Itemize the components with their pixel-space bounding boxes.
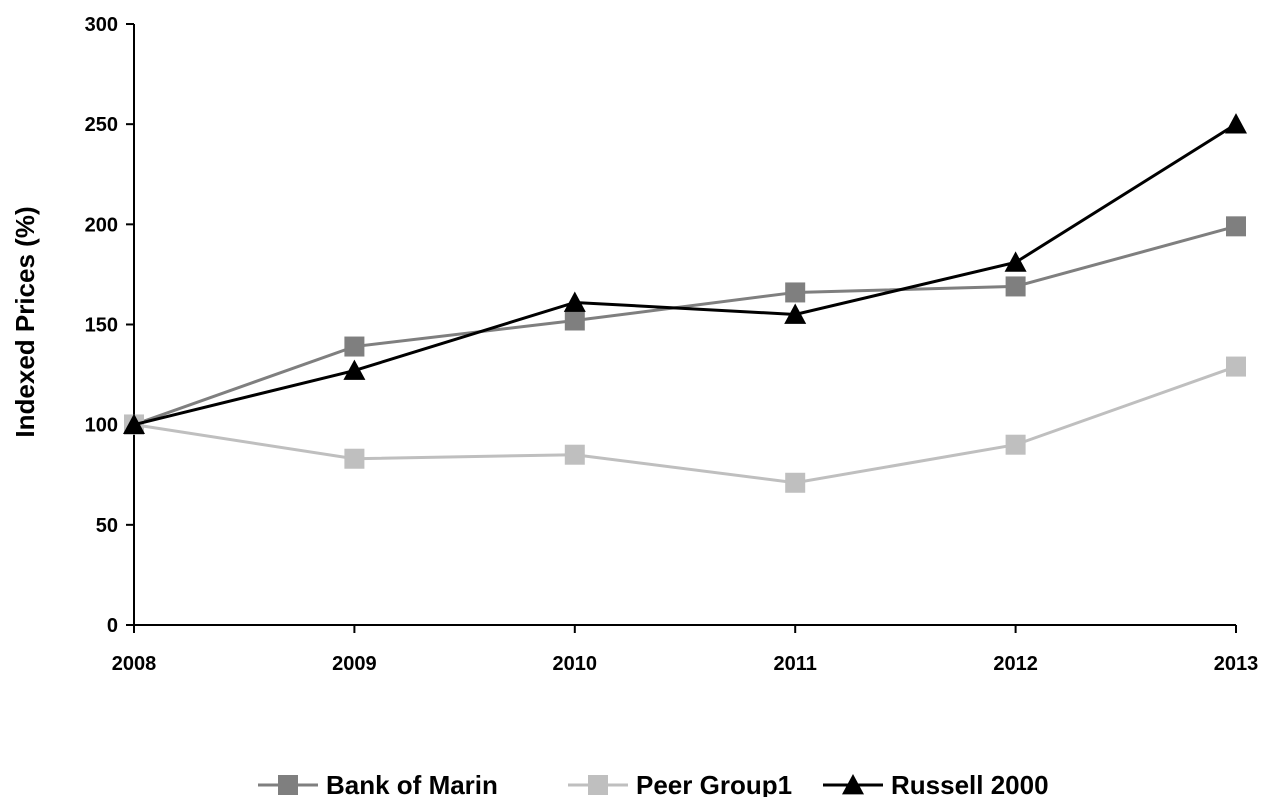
data-point <box>564 444 585 465</box>
legend-marker <box>842 774 864 795</box>
x-axis-ticks: 2008 2009 2010 2011 2012 2013 <box>112 625 1259 675</box>
y-tick-label: 150 <box>85 315 118 337</box>
y-tick-label: 50 <box>96 515 118 537</box>
series-peer-group1 <box>124 356 1246 493</box>
series-russell-2000 <box>123 113 1247 435</box>
series-layer <box>123 113 1247 493</box>
y-tick-label: 100 <box>85 415 118 437</box>
legend-label: Bank of Marin <box>326 770 498 797</box>
series-bank-of-marin <box>124 216 1246 435</box>
data-point <box>1005 434 1026 455</box>
data-point <box>563 291 586 312</box>
data-point <box>123 413 145 435</box>
legend-item: Russell 2000 <box>823 770 1049 797</box>
data-point <box>785 282 806 303</box>
data-point <box>784 303 807 324</box>
legend-marker <box>278 775 298 795</box>
y-tick-label: 300 <box>85 14 118 36</box>
x-tick-label: 2010 <box>553 653 598 675</box>
data-point <box>564 310 585 331</box>
legend-label: Russell 2000 <box>891 770 1049 797</box>
data-point <box>343 359 366 380</box>
data-point <box>1226 216 1246 237</box>
legend-item: Peer Group1 <box>568 770 792 797</box>
x-tick-label: 2013 <box>1214 653 1259 675</box>
y-tick-label: 250 <box>85 114 118 136</box>
data-point <box>344 336 365 357</box>
data-point <box>344 448 365 469</box>
data-point <box>1226 356 1246 377</box>
y-tick-label: 0 <box>107 615 118 637</box>
series-line <box>133 224 1237 427</box>
y-tick-label: 200 <box>85 214 118 236</box>
legend-item: Bank of Marin <box>258 770 498 797</box>
legend-label: Peer Group1 <box>636 770 792 797</box>
data-point <box>1005 276 1026 297</box>
x-tick-label: 2008 <box>112 653 157 675</box>
series-line <box>133 365 1237 485</box>
y-axis-title: Indexed Prices (%) <box>10 206 40 437</box>
data-point <box>1225 113 1247 134</box>
y-axis-ticks: 0 50 100 150 200 250 300 <box>85 14 134 637</box>
data-point <box>785 472 806 493</box>
series-line <box>133 122 1237 427</box>
legend: Bank of Marin Peer Group1 Russell 2000 <box>258 770 1049 797</box>
legend-marker <box>588 775 608 795</box>
x-tick-label: 2011 <box>774 653 817 675</box>
data-point <box>1004 251 1027 272</box>
x-tick-label: 2012 <box>993 653 1038 675</box>
x-tick-label: 2009 <box>332 653 377 675</box>
